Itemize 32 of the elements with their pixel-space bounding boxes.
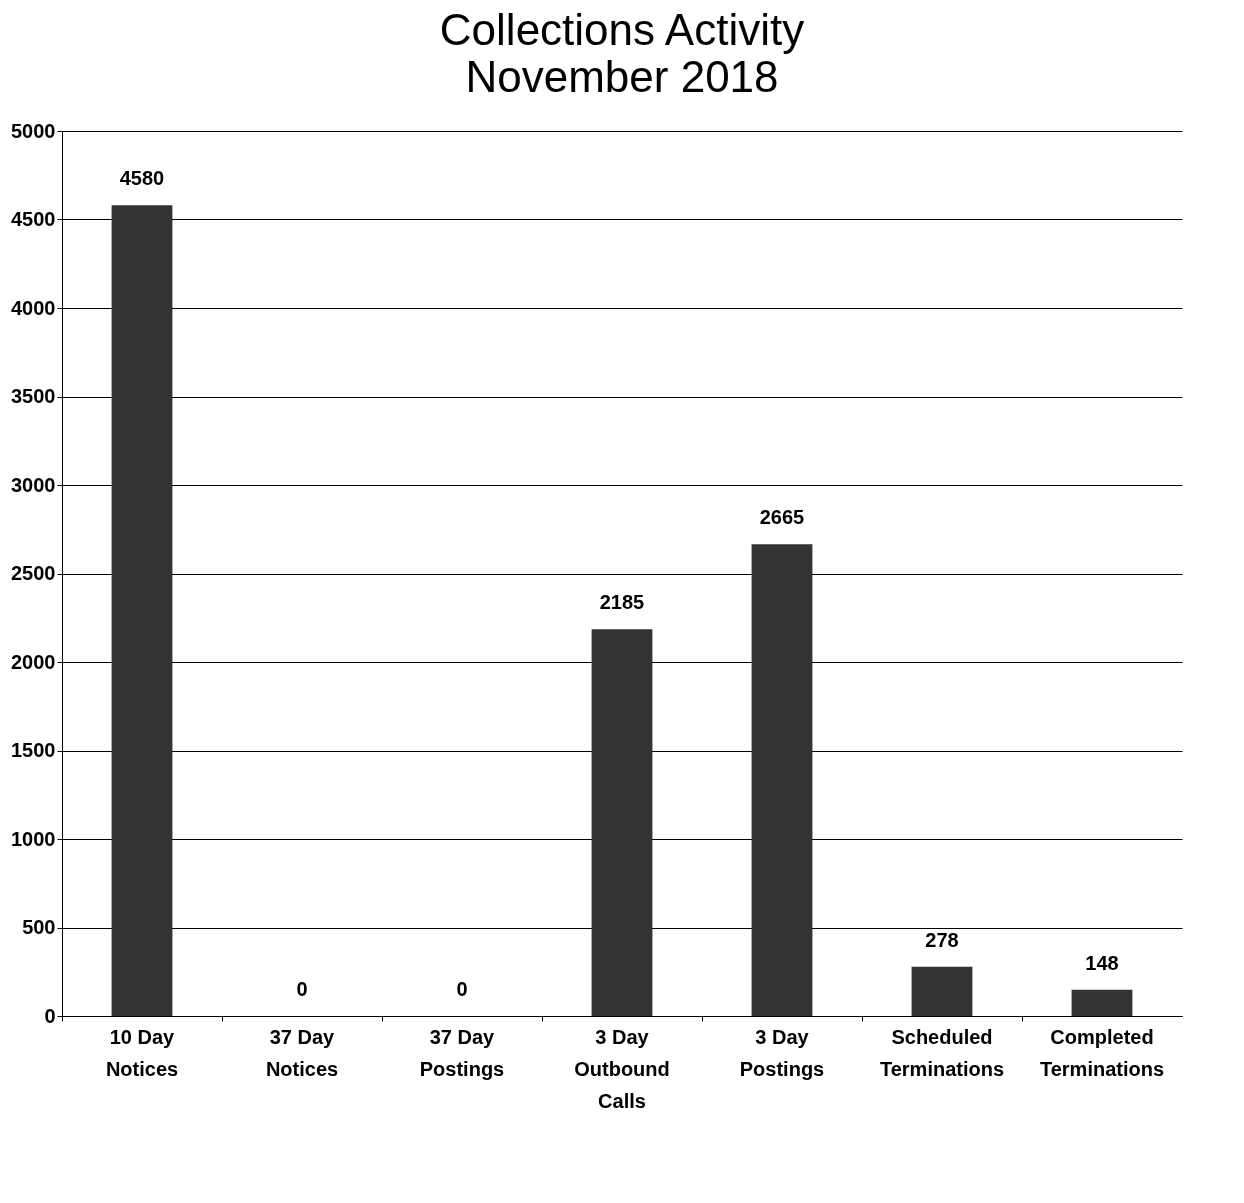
y-tick-label: 3500 xyxy=(11,385,56,407)
data-label: 2185 xyxy=(599,591,645,614)
x-tick-label: 37 Day Postings xyxy=(419,1025,505,1080)
data-label: 148 xyxy=(1085,951,1119,974)
bar xyxy=(591,629,653,1016)
data-label: 4580 xyxy=(119,167,165,190)
y-tick-label: 5000 xyxy=(11,119,56,142)
bar xyxy=(1071,989,1133,1016)
chart-title: Collections Activity xyxy=(439,5,805,54)
x-tick-label: Scheduled Terminations xyxy=(879,1025,1005,1080)
bar xyxy=(911,966,973,1016)
data-label: 278 xyxy=(925,928,959,951)
y-tick-label: 4000 xyxy=(11,296,56,319)
y-tick-label: 2000 xyxy=(11,650,56,673)
y-tick-label: 0 xyxy=(44,1004,56,1027)
bar xyxy=(111,205,173,1016)
y-tick-label: 2500 xyxy=(11,562,56,584)
data-label: 2665 xyxy=(759,506,805,529)
x-tick-label: 3 Day Postings xyxy=(739,1025,825,1080)
data-label: 0 xyxy=(456,978,468,1000)
y-tick-label: 1000 xyxy=(11,827,56,850)
x-tick-label: 3 Day Outbound Calls xyxy=(574,1025,670,1112)
y-tick-label: 4500 xyxy=(11,208,56,230)
y-tick-label: 1500 xyxy=(11,739,56,761)
data-label: 0 xyxy=(296,978,308,1000)
x-tick-label: Completed Terminations xyxy=(1039,1025,1165,1080)
y-tick-label: 3000 xyxy=(11,473,56,496)
x-tick-label: 37 Day Notices xyxy=(265,1025,339,1080)
x-tick-label: 10 Day Notices xyxy=(105,1025,179,1080)
chart-subtitle: November 2018 xyxy=(465,52,779,101)
y-tick-label: 500 xyxy=(22,916,56,938)
bar xyxy=(751,544,813,1016)
